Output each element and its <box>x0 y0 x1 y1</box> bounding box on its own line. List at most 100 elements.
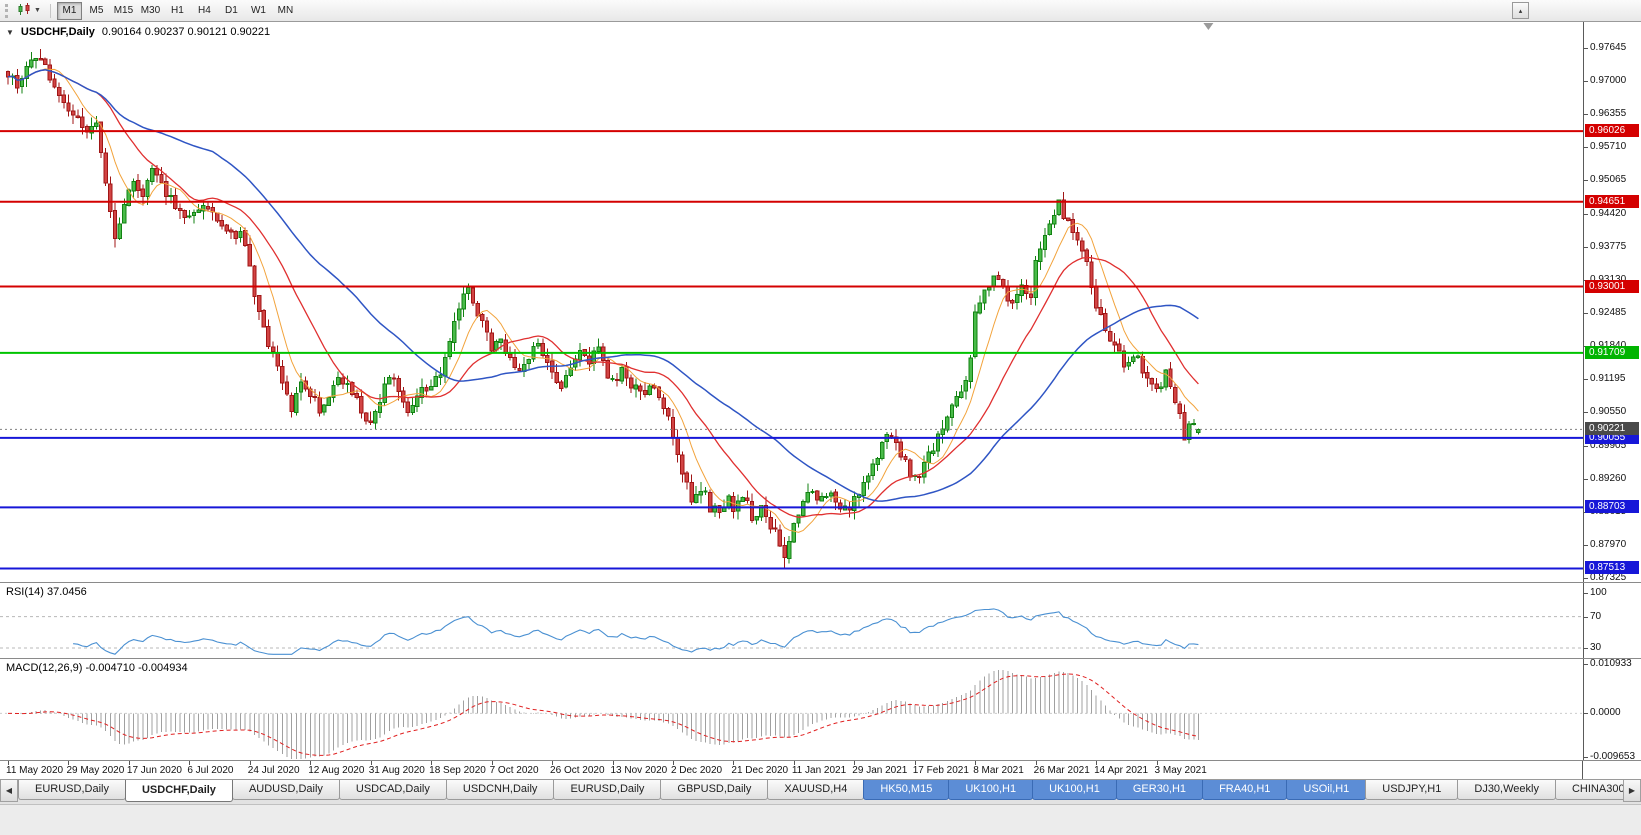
time-axis-tick <box>189 761 191 765</box>
timeframe-button-m15[interactable]: M15 <box>111 2 136 20</box>
time-axis-tick <box>733 761 735 765</box>
chart-type-button[interactable]: ▼ <box>14 2 45 20</box>
chart-tab-usdchf-daily[interactable]: USDCHF,Daily <box>124 780 233 802</box>
chart-tab-xauusd-h4[interactable]: XAUUSD,H4 <box>767 780 865 800</box>
chart-tab-usoil-h1[interactable]: USOil,H1 <box>1286 780 1367 800</box>
axis-tick <box>1584 648 1588 650</box>
chart-region: 0.97645 0.97000 0.96355 0.95710 0.95065 0.944… <box>0 22 1641 779</box>
time-axis-tick <box>68 761 70 765</box>
chart-tab-ger30-h1[interactable]: GER30,H1 <box>1115 780 1204 800</box>
axis-label: 0.91840 <box>1590 340 1626 351</box>
axis-tick <box>1584 81 1588 83</box>
collapse-arrow-icon[interactable]: ▼ <box>6 27 14 37</box>
price-level-badge: 0.87513 <box>1585 561 1639 575</box>
price-level-badge: 0.91709 <box>1585 345 1639 359</box>
time-axis-label: 18 Sep 2020 <box>429 765 486 776</box>
axis-tick <box>1584 578 1588 580</box>
time-axis-label: 29 May 2020 <box>66 765 125 776</box>
chart-tab-uk100-h1[interactable]: UK100,H1 <box>1032 780 1117 800</box>
time-axis-label: 24 Jul 2020 <box>247 765 300 776</box>
chart-tab-usdcnh-daily[interactable]: USDCNH,Daily <box>445 780 555 800</box>
candles-layer <box>5 49 1201 569</box>
time-axis-tick <box>552 761 554 765</box>
time-axis-tick <box>431 761 433 765</box>
axis-tick <box>1584 47 1588 49</box>
macd-indicator-pane[interactable]: 0.010933 0.0000 -0.009653 MACD(12,26,9) -0… <box>0 659 1641 760</box>
price-level-badge: 0.88703 <box>1585 500 1639 514</box>
time-axis-label: 17 Jun 2020 <box>126 765 182 776</box>
axis-tick <box>1584 180 1588 182</box>
chart-tab-audusd-daily[interactable]: AUDUSD,Daily <box>231 780 340 800</box>
timeframe-toolbar: ▼ M1 M5 M15 M30 H1 H4 D1 W1 MN ▴ <box>0 0 1641 22</box>
timeframe-button-w1[interactable]: W1 <box>246 2 271 20</box>
chart-tab-gbpusd-daily[interactable]: GBPUSD,Daily <box>660 780 769 800</box>
timeframe-button-m1[interactable]: M1 <box>56 1 82 20</box>
time-axis-tick <box>975 761 977 765</box>
macd-canvas[interactable] <box>0 659 1583 760</box>
axis-tick <box>1584 213 1588 215</box>
macd-histogram <box>12 669 1199 760</box>
axis-label: 100 <box>1590 586 1607 598</box>
timeframe-button-h1[interactable]: H1 <box>165 2 190 20</box>
timeframe-button-m30[interactable]: M30 <box>138 2 163 20</box>
chart-tab-eurusd-daily[interactable]: EURUSD,Daily <box>553 780 662 800</box>
timeframe-button-d1[interactable]: D1 <box>219 2 244 20</box>
pane-separator[interactable] <box>0 658 1641 659</box>
main-chart-canvas[interactable] <box>0 22 1583 582</box>
macd-signal-line <box>8 673 1199 756</box>
ma-20-line <box>7 69 1199 518</box>
axis-label: 0.89905 <box>1590 439 1627 451</box>
price-axis[interactable]: 0.97645 0.97000 0.96355 0.95710 0.95065 0.944… <box>1583 22 1641 582</box>
time-axis[interactable]: 11 May 2020 29 May 2020 17 Jun 2020 6 Jul 2… <box>0 761 1641 779</box>
axis-tick <box>1584 478 1588 480</box>
chart-tab-fra40-h1[interactable]: FRA40,H1 <box>1202 780 1288 800</box>
time-axis-label: 12 Aug 2020 <box>308 765 365 776</box>
chart-tab-uk100-h1[interactable]: UK100,H1 <box>948 780 1034 800</box>
time-axis-tick <box>249 761 251 765</box>
time-axis-label: 29 Jan 2021 <box>852 765 908 776</box>
time-axis-label: 26 Oct 2020 <box>550 765 605 776</box>
rsi-canvas[interactable] <box>0 583 1583 658</box>
time-axis-label: 31 Aug 2020 <box>368 765 425 776</box>
chart-tab-usdjpy-h1[interactable]: USDJPY,H1 <box>1365 780 1459 800</box>
toolbar-overflow-button[interactable]: ▴ <box>1512 2 1529 19</box>
toolbar-grip[interactable] <box>5 3 9 18</box>
time-axis-label: 11 May 2020 <box>6 765 64 776</box>
time-axis-tick <box>1096 761 1098 765</box>
timeframe-button-h4[interactable]: H4 <box>192 2 217 20</box>
axis-label: 0.87970 <box>1590 539 1627 550</box>
chart-tab-eurusd-daily[interactable]: EURUSD,Daily <box>18 780 126 800</box>
time-axis-label: 21 Dec 2020 <box>731 765 789 776</box>
chart-tab-usdcad-daily[interactable]: USDCAD,Daily <box>338 780 447 800</box>
main-chart-pane[interactable]: 0.97645 0.97000 0.96355 0.95710 0.95065 0.944… <box>0 22 1641 582</box>
current-price-badge: 0.90221 <box>1585 422 1639 436</box>
axis-label: 0.94420 <box>1590 207 1627 219</box>
axis-label: 0.91195 <box>1590 373 1626 385</box>
chart-shift-marker[interactable] <box>1203 23 1214 30</box>
axis-label: 30 <box>1590 642 1602 654</box>
chart-title: ▼ USDCHF,Daily 0.90164 0.90237 0.90121 0… <box>6 26 270 38</box>
timeframe-button-mn[interactable]: MN <box>273 2 298 20</box>
axis-label: 0.92485 <box>1590 307 1627 319</box>
chart-tab-dj30-weekly[interactable]: DJ30,Weekly <box>1457 780 1556 800</box>
chart-tab-hk50-m15[interactable]: HK50,M15 <box>863 780 950 800</box>
timeframe-button-m5[interactable]: M5 <box>84 2 109 20</box>
time-axis-tick <box>128 761 130 765</box>
pane-separator[interactable] <box>0 582 1641 583</box>
axis-label: 0.0000 <box>1590 707 1621 719</box>
chart-tab-china300-h1[interactable]: CHINA300,H1 <box>1554 780 1623 800</box>
macd-label: MACD(12,26,9) -0.004710 -0.004934 <box>6 662 188 674</box>
rsi-indicator-pane[interactable]: 100 70 30 RSI(14) 37.0456 <box>0 583 1641 658</box>
rsi-axis[interactable]: 100 70 30 <box>1583 583 1641 658</box>
time-axis-tick <box>854 761 856 765</box>
price-level-badge: 0.96026 <box>1585 124 1639 138</box>
tabs-scroll-left-button[interactable]: ◀ <box>0 780 18 802</box>
time-axis-tick <box>793 761 795 765</box>
time-axis-label: 3 May 2021 <box>1154 765 1207 776</box>
axis-tick <box>1584 757 1588 759</box>
macd-axis[interactable]: 0.010933 0.0000 -0.009653 <box>1583 659 1641 760</box>
time-axis-label: 14 Apr 2021 <box>1094 765 1149 776</box>
time-axis-label: 11 Jan 2021 <box>791 765 847 776</box>
tabs-scroll-right-button[interactable]: ▶ <box>1623 780 1641 802</box>
